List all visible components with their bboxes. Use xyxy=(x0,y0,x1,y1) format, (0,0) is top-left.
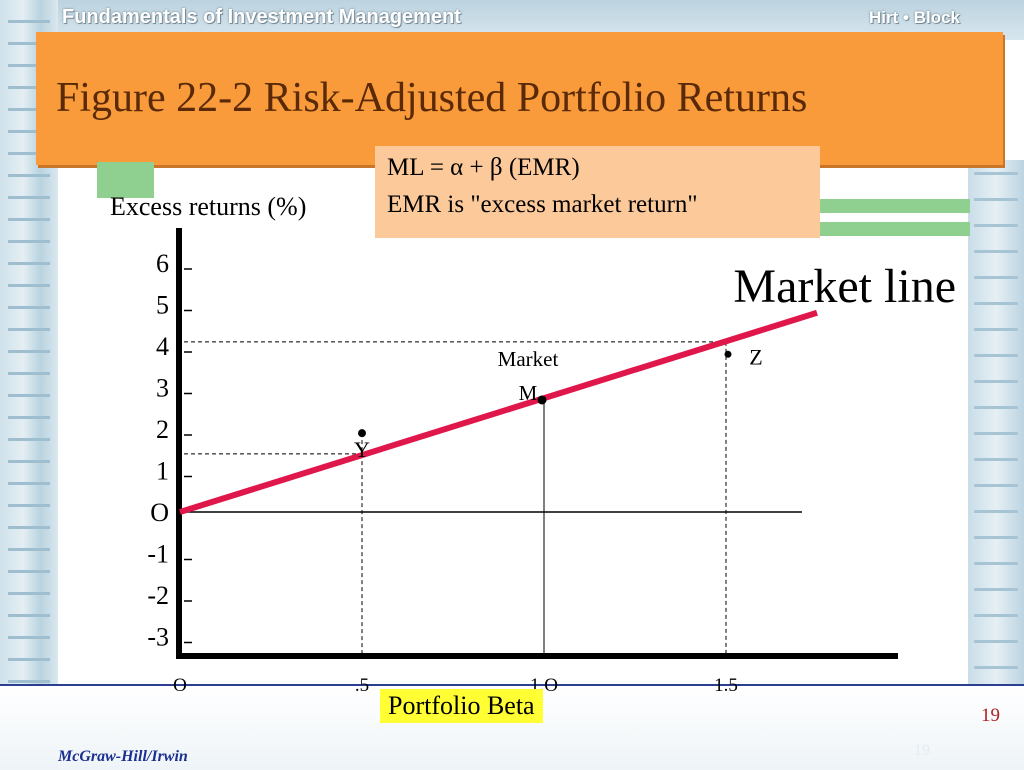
strip-bar xyxy=(8,658,50,661)
strip-bar xyxy=(8,86,50,89)
strip-bar xyxy=(8,328,50,331)
point-z xyxy=(724,350,732,358)
strip-bar xyxy=(974,510,1018,513)
y-tick-label: 3 xyxy=(156,374,169,403)
strip-bar xyxy=(8,548,50,551)
strip-bar xyxy=(8,372,50,375)
strip-bar xyxy=(974,302,1018,305)
publisher: McGraw-Hill/Irwin xyxy=(58,748,188,765)
strip-bar xyxy=(8,636,50,639)
point-z-label: Z xyxy=(749,344,762,369)
y-tick-label: O xyxy=(150,498,169,527)
strip-bar xyxy=(974,640,1018,643)
strip-bar xyxy=(8,262,50,265)
strip-bar xyxy=(8,394,50,397)
y-tick-label: 2 xyxy=(156,415,169,444)
strip-bar xyxy=(8,570,50,573)
strip-bar xyxy=(8,42,50,45)
strip-bar xyxy=(8,306,50,309)
strip-bar xyxy=(974,458,1018,461)
strip-bar xyxy=(974,406,1018,409)
strip-bar xyxy=(8,240,50,243)
strip-bar xyxy=(8,680,50,683)
strip-bar xyxy=(8,438,50,441)
formula-equation: ML = α + β (EMR) xyxy=(387,154,580,181)
strip-bar xyxy=(974,484,1018,487)
x-axis-label: Portfolio Beta xyxy=(380,689,543,723)
right-decorative-strip xyxy=(968,160,1024,685)
strip-bar xyxy=(8,614,50,617)
green-stripe xyxy=(820,222,970,236)
strip-bar xyxy=(8,482,50,485)
strip-bar xyxy=(8,416,50,419)
strip-bar xyxy=(974,588,1018,591)
green-stripe xyxy=(820,199,970,213)
point-market-m xyxy=(537,395,547,405)
y-tick-label: -1 xyxy=(147,540,169,569)
y-tick-label: 1 xyxy=(156,457,169,486)
strip-bar xyxy=(8,592,50,595)
strip-bar xyxy=(974,614,1018,617)
strip-bar xyxy=(8,284,50,287)
y-tick-label: -3 xyxy=(147,623,169,652)
strip-bar xyxy=(8,174,50,177)
page-number-faint: 19 xyxy=(914,742,930,759)
strip-bar xyxy=(8,218,50,221)
strip-bar xyxy=(8,64,50,67)
strip-bar xyxy=(974,354,1018,357)
strip-bar xyxy=(8,350,50,353)
title-banner: Figure 22-2 Risk-Adjusted Portfolio Retu… xyxy=(36,32,1003,165)
strip-bar xyxy=(8,20,50,23)
x-tick-label: O xyxy=(173,675,187,696)
strip-bar xyxy=(8,130,50,133)
x-tick-label: 1.5 xyxy=(714,675,738,696)
formula-note: EMR is "excess market return" xyxy=(387,191,698,218)
point-market-label: Market xyxy=(498,347,559,371)
strip-bar xyxy=(8,196,50,199)
slide-title: Figure 22-2 Risk-Adjusted Portfolio Retu… xyxy=(56,75,808,121)
point-y-label: Y xyxy=(354,437,370,462)
y-axis-label: Excess returns (%) xyxy=(110,192,307,221)
y-tick-label: -2 xyxy=(147,581,169,610)
formula-box: ML = α + β (EMR) EMR is "excess market r… xyxy=(375,146,820,238)
strip-bar xyxy=(8,526,50,529)
strip-bar xyxy=(8,504,50,507)
market-line-series xyxy=(179,309,818,515)
strip-bar xyxy=(8,152,50,155)
y-tick-label: 6 xyxy=(156,249,169,278)
y-tick-label: 4 xyxy=(156,332,169,361)
strip-bar xyxy=(974,198,1018,201)
strip-bar xyxy=(8,108,50,111)
strip-bar xyxy=(974,536,1018,539)
course-title: Fundamentals of Investment Management xyxy=(62,6,461,28)
authors: Hirt • Block xyxy=(869,8,960,27)
x-tick-label: .5 xyxy=(355,675,369,696)
y-tick-label: 5 xyxy=(156,291,169,320)
page-number: 19 xyxy=(981,705,1000,726)
strip-bar xyxy=(8,460,50,463)
strip-bar xyxy=(974,432,1018,435)
strip-bar xyxy=(974,328,1018,331)
strip-bar xyxy=(974,224,1018,227)
strip-bar xyxy=(974,276,1018,279)
point-m-label: M xyxy=(519,381,538,405)
point-y xyxy=(358,429,366,438)
strip-bar xyxy=(974,666,1018,669)
green-accent-block xyxy=(97,162,154,198)
strip-bar xyxy=(974,380,1018,383)
strip-bar xyxy=(974,562,1018,565)
strip-bar xyxy=(974,250,1018,253)
strip-bar xyxy=(974,172,1018,175)
market-line-label: Market line xyxy=(733,260,956,313)
